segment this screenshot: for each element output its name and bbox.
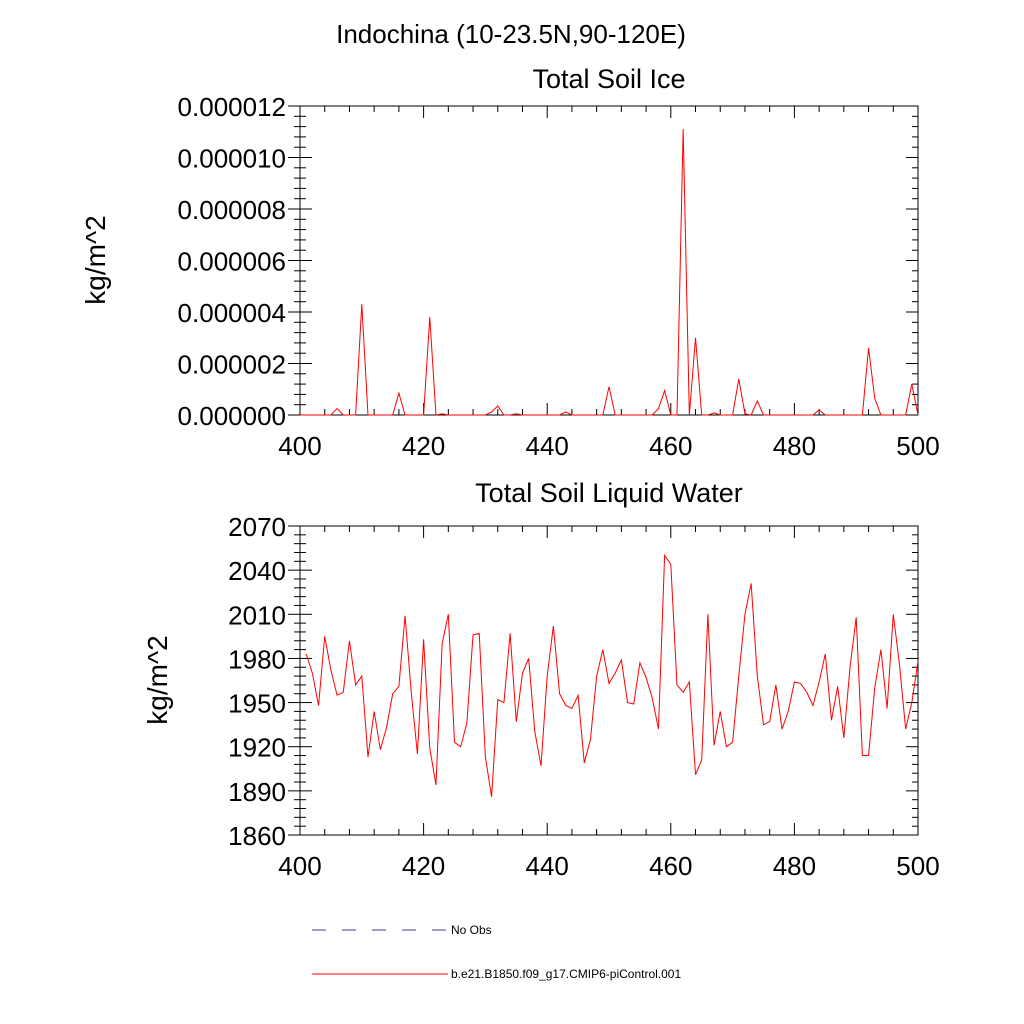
plot-frame — [299, 105, 919, 416]
x-tick-label: 440 — [526, 431, 569, 461]
legend: No Obs b.e21.B1850.f09_g17.CMIP6-piContr… — [312, 923, 681, 981]
y-tick-label: 1950 — [228, 689, 286, 719]
y-tick-label: 0.000000 — [178, 401, 286, 431]
y-tick-label: 2010 — [228, 600, 286, 630]
y-tick-label: 1890 — [228, 777, 286, 807]
y-tick-label: 2040 — [228, 556, 286, 586]
y-tick-label: 0.000002 — [178, 350, 286, 380]
x-tick-label: 460 — [649, 851, 692, 881]
y-tick-label: 1980 — [228, 644, 286, 674]
y-tick-label: 2070 — [228, 512, 286, 542]
y-tick-label: 1920 — [228, 733, 286, 763]
y-axis-label: kg/m^2 — [80, 215, 111, 304]
y-tick-label: 0.000006 — [178, 247, 286, 277]
x-tick-label: 440 — [526, 851, 569, 881]
x-tick-label: 500 — [896, 431, 939, 461]
legend-obs-label: No Obs — [451, 923, 492, 937]
series-line — [305, 553, 919, 797]
chart-title: Total Soil Ice — [532, 64, 685, 94]
x-tick-label: 400 — [278, 431, 321, 461]
legend-model-label: b.e21.B1850.f09_g17.CMIP6-piControl.001 — [451, 967, 681, 981]
x-tick-label: 460 — [649, 431, 692, 461]
y-tick-label: 0.000004 — [178, 298, 286, 328]
series-line — [300, 129, 919, 416]
x-tick-label: 420 — [402, 431, 445, 461]
figure-suptitle: Indochina (10-23.5N,90-120E) — [336, 19, 686, 49]
x-tick-label: 420 — [402, 851, 445, 881]
y-tick-label: 0.000012 — [178, 92, 286, 122]
y-axis-label: kg/m^2 — [142, 635, 173, 724]
x-tick-label: 480 — [773, 431, 816, 461]
y-tick-label: 0.000008 — [178, 195, 286, 225]
x-tick-label: 400 — [278, 851, 321, 881]
y-tick-label: 1860 — [228, 821, 286, 851]
x-tick-label: 480 — [773, 851, 816, 881]
panel-soil-liquid-water: Total Soil Liquid Water kg/m^2 400 420 440 46… — [142, 478, 940, 881]
panel-soil-ice: Total Soil Ice kg/m^2 400 420 440 460 480 500 0.… — [80, 64, 940, 461]
y-tick-label: 0.000010 — [178, 144, 286, 174]
plot-frame — [299, 525, 919, 836]
chart-title: Total Soil Liquid Water — [475, 478, 743, 508]
x-tick-label: 500 — [896, 851, 939, 881]
